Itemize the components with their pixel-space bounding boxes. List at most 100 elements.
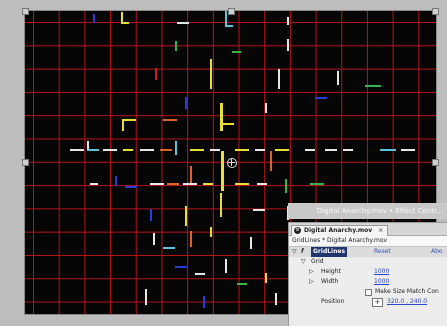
streak bbox=[185, 206, 187, 226]
fx-icon[interactable]: f bbox=[301, 248, 304, 255]
handle-top-center[interactable] bbox=[228, 8, 235, 15]
streak bbox=[123, 149, 133, 151]
handle-middle-left[interactable] bbox=[22, 159, 29, 166]
streak bbox=[124, 119, 136, 121]
grid-group-row[interactable]: ▽ Grid bbox=[289, 257, 447, 267]
streak bbox=[237, 283, 247, 285]
streak bbox=[175, 266, 187, 268]
streak bbox=[235, 183, 249, 185]
streak bbox=[163, 119, 177, 121]
handle-top-left[interactable] bbox=[22, 8, 29, 15]
streak bbox=[145, 289, 147, 305]
streak bbox=[190, 149, 204, 151]
streak bbox=[195, 273, 205, 275]
streak bbox=[225, 25, 233, 27]
width-row: ▷ Width 1000 bbox=[289, 277, 447, 287]
tab-digital-anarchy-mov[interactable]: ⚙ Digital Anarchy.mov × bbox=[291, 225, 389, 236]
streak bbox=[155, 68, 157, 80]
twirl-closed-icon[interactable]: ▷ bbox=[309, 278, 314, 285]
streak bbox=[203, 183, 213, 185]
twirl-closed-icon[interactable]: ▷ bbox=[309, 268, 314, 275]
streak bbox=[125, 186, 137, 188]
streak bbox=[210, 59, 212, 89]
streak bbox=[275, 293, 277, 305]
streak bbox=[380, 149, 396, 151]
streak bbox=[232, 51, 241, 53]
streak bbox=[305, 149, 315, 151]
streak bbox=[220, 193, 222, 217]
close-icon[interactable]: × bbox=[378, 227, 384, 234]
streak bbox=[121, 12, 123, 24]
streak bbox=[270, 151, 272, 171]
effect-controls-icon: ⚙ bbox=[294, 227, 301, 234]
height-row: ▷ Height 1000 bbox=[289, 267, 447, 277]
breadcrumb: GridLines * Digital Anarchy.mov bbox=[289, 236, 447, 247]
streak bbox=[190, 166, 192, 184]
streak bbox=[175, 41, 177, 51]
streak bbox=[265, 103, 267, 113]
composition-viewer[interactable] bbox=[22, 8, 439, 314]
streak bbox=[103, 149, 117, 151]
height-label: Height bbox=[321, 268, 341, 275]
streak bbox=[222, 123, 234, 125]
streak bbox=[70, 149, 84, 151]
height-value[interactable]: 1000 bbox=[374, 268, 390, 275]
streak bbox=[190, 231, 192, 247]
streak bbox=[153, 233, 155, 245]
make-size-checkbox[interactable] bbox=[365, 289, 372, 296]
streak bbox=[93, 14, 95, 23]
streak bbox=[225, 11, 227, 25]
streak bbox=[150, 183, 164, 185]
streak bbox=[177, 22, 189, 24]
streak bbox=[221, 151, 224, 191]
streak bbox=[257, 183, 267, 185]
twirl-open-icon[interactable]: ▽ bbox=[292, 248, 297, 255]
streak bbox=[175, 141, 177, 155]
streak bbox=[278, 69, 280, 89]
streak bbox=[255, 149, 265, 151]
anchor-point-crosshair-icon[interactable] bbox=[227, 158, 237, 168]
streak bbox=[287, 17, 289, 25]
streak bbox=[90, 183, 98, 185]
streak bbox=[401, 149, 415, 151]
handle-middle-right[interactable] bbox=[432, 159, 439, 166]
streak bbox=[343, 149, 353, 151]
crosshair-icon[interactable]: ✛ bbox=[372, 298, 383, 307]
twirl-open-icon[interactable]: ▽ bbox=[301, 258, 306, 265]
streak bbox=[115, 176, 117, 186]
streak bbox=[365, 85, 381, 87]
streak bbox=[265, 273, 267, 283]
streak bbox=[275, 149, 289, 151]
streak bbox=[325, 149, 337, 151]
effect-controls-title: Digital Anarchy.mov • Effect Contr... bbox=[288, 203, 447, 219]
streak bbox=[140, 149, 154, 151]
streak bbox=[337, 71, 339, 85]
effect-row-gridlines[interactable]: ▽ f GridLines Reset Abo bbox=[289, 247, 447, 257]
make-size-row: Make Size Match Con bbox=[289, 287, 447, 297]
handle-top-right[interactable] bbox=[432, 8, 439, 15]
position-value[interactable]: 320.0 , 240.0 bbox=[387, 298, 428, 305]
position-row: Position ✛ 320.0 , 240.0 bbox=[289, 297, 447, 307]
position-label: Position bbox=[321, 298, 345, 305]
make-size-label: Make Size Match Con bbox=[375, 288, 439, 295]
streak bbox=[253, 209, 265, 211]
streak bbox=[183, 183, 197, 185]
streak bbox=[220, 103, 223, 131]
effect-name[interactable]: GridLines bbox=[311, 247, 348, 257]
streak bbox=[203, 296, 205, 308]
about-link[interactable]: Abo bbox=[431, 248, 443, 255]
reset-link[interactable]: Reset bbox=[374, 248, 391, 255]
width-value[interactable]: 1000 bbox=[374, 278, 390, 285]
streak bbox=[235, 149, 249, 151]
streak bbox=[122, 119, 124, 131]
streak bbox=[150, 209, 152, 221]
streak bbox=[163, 247, 175, 249]
streak bbox=[167, 183, 179, 185]
streak bbox=[315, 97, 327, 99]
streak bbox=[287, 39, 289, 51]
tab-label: Digital Anarchy.mov bbox=[304, 227, 373, 234]
streak bbox=[310, 183, 324, 185]
streak bbox=[185, 97, 187, 109]
streak bbox=[87, 141, 89, 149]
streak bbox=[210, 227, 212, 237]
